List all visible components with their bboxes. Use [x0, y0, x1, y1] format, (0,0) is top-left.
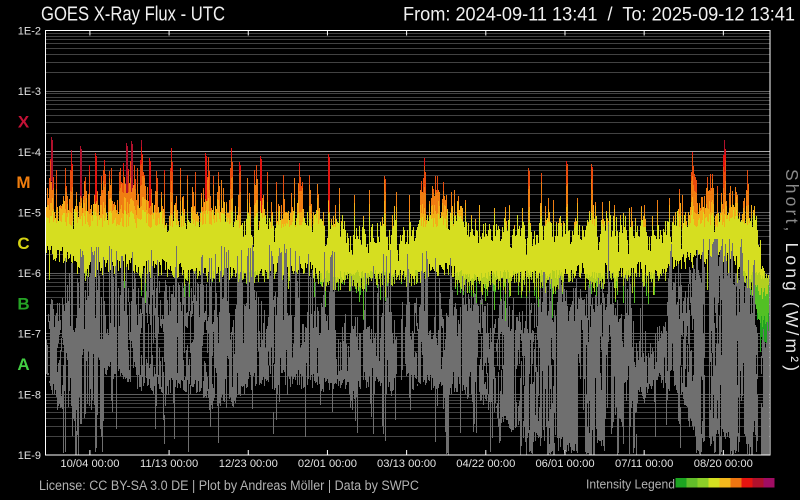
svg-text:02/01 00:00: 02/01 00:00: [298, 458, 357, 470]
svg-text:04/22 00:00: 04/22 00:00: [456, 458, 515, 470]
svg-text:M: M: [16, 173, 30, 192]
svg-text:1E-6: 1E-6: [18, 268, 41, 280]
svg-text:11/13 00:00: 11/13 00:00: [140, 458, 198, 470]
svg-text:X: X: [18, 113, 30, 132]
svg-text:License: CC BY-SA 3.0 DE | Plo: License: CC BY-SA 3.0 DE | Plot by Andre…: [39, 478, 419, 493]
svg-text:07/11 00:00: 07/11 00:00: [615, 458, 673, 470]
svg-text:Intensity Legend: Intensity Legend: [586, 478, 675, 492]
svg-text:1E-8: 1E-8: [18, 389, 41, 401]
svg-text:Short, Long (W/m²): Short, Long (W/m²): [782, 169, 800, 371]
svg-text:03/13 00:00: 03/13 00:00: [377, 458, 436, 470]
svg-text:1E-3: 1E-3: [18, 86, 41, 98]
svg-text:08/20 00:00: 08/20 00:00: [694, 458, 753, 470]
svg-text:12/23 00:00: 12/23 00:00: [219, 458, 278, 470]
svg-text:1E-9: 1E-9: [18, 450, 41, 462]
svg-text:1E-7: 1E-7: [18, 329, 41, 341]
svg-text:GOES X-Ray Flux - UTC: GOES X-Ray Flux - UTC: [41, 4, 225, 26]
svg-text:06/01 00:00: 06/01 00:00: [535, 458, 594, 470]
svg-text:C: C: [17, 234, 29, 253]
svg-text:10/04 00:00: 10/04 00:00: [60, 458, 119, 470]
svg-text:1E-5: 1E-5: [18, 207, 41, 219]
svg-text:A: A: [17, 355, 29, 374]
svg-text:From: 2024-09-11 13:41 / To:: From: 2024-09-11 13:41 / To: 2025-09-12 …: [403, 5, 795, 26]
svg-text:B: B: [17, 294, 29, 313]
svg-text:1E-2: 1E-2: [18, 26, 41, 38]
svg-text:1E-4: 1E-4: [18, 147, 41, 159]
